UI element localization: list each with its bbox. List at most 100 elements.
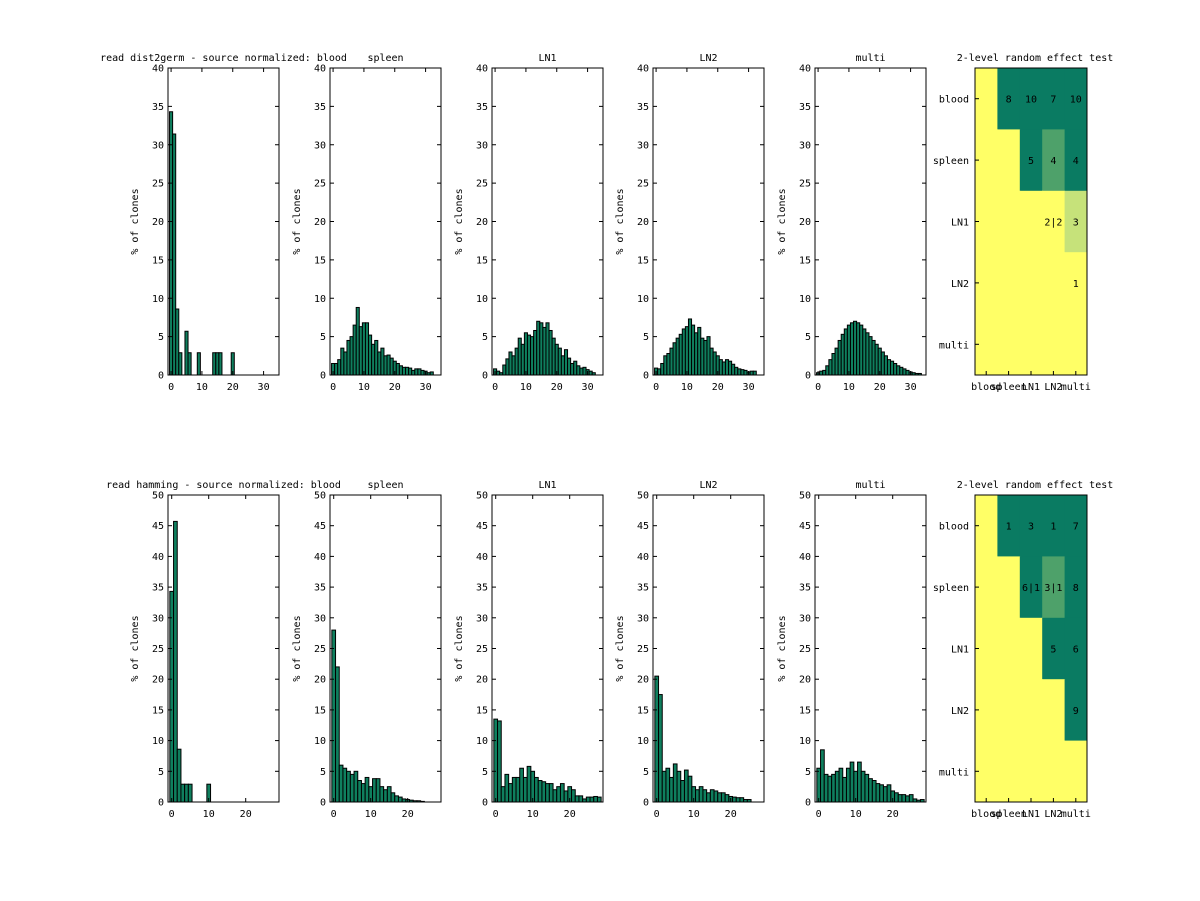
heatmap-cell (997, 617, 1021, 680)
histogram-bar (676, 770, 682, 803)
y-tick-label: 10 (314, 294, 326, 305)
histogram-bar (905, 795, 910, 803)
y-tick-label: 35 (799, 583, 811, 594)
histogram-bar (894, 792, 899, 803)
x-tick-label: 20 (887, 809, 899, 820)
y-axis-label: % of clones (292, 188, 303, 254)
histogram-bar (379, 786, 385, 803)
heatmap-cell (975, 252, 998, 315)
histogram-bar (537, 780, 543, 803)
y-tick-label: 0 (158, 798, 164, 809)
x-tick-label: 10 (358, 382, 370, 393)
heatmap-title: 2-level random effect test (957, 53, 1114, 64)
histogram-bar (683, 769, 689, 803)
heatmap-cell (1019, 190, 1043, 253)
y-tick-label: 15 (476, 705, 488, 716)
plot-frame (329, 67, 442, 376)
y-tick-label: 50 (314, 491, 326, 502)
heatmap-cell (1064, 129, 1088, 192)
histogram-bar (827, 775, 833, 803)
y-tick-label: 35 (314, 583, 326, 594)
y-tick-label: 30 (637, 140, 649, 151)
heatmap-col-label: blood (971, 809, 1001, 820)
heatmap-cell (997, 68, 1021, 130)
y-tick-label: 5 (643, 332, 649, 343)
histogram-bar (860, 770, 866, 803)
y-tick-label: 35 (637, 102, 649, 113)
heatmap-cell (1064, 252, 1088, 315)
plot-frame (329, 494, 442, 803)
heatmap-cell (975, 68, 998, 130)
y-tick-label: 0 (643, 798, 649, 809)
y-axis-label: % of clones (130, 615, 141, 681)
histogram-bar (589, 796, 595, 803)
histogram-bar (853, 770, 859, 803)
y-tick-label: 25 (799, 179, 811, 190)
x-tick-label: 10 (843, 382, 855, 393)
histogram-bar (180, 783, 186, 803)
histogram-bar (349, 773, 355, 803)
heatmap-cell-label: 7 (1073, 522, 1079, 533)
histogram-bar (849, 761, 855, 803)
heatmap-cell (975, 556, 998, 619)
y-tick-label: 20 (476, 675, 488, 686)
y-tick-label: 35 (476, 102, 488, 113)
histogram-bar (842, 776, 847, 803)
heatmap-cell (1064, 740, 1088, 803)
y-tick-label: 5 (805, 332, 811, 343)
y-tick-label: 25 (637, 644, 649, 655)
histogram-bar (857, 761, 862, 803)
y-axis-label: % of clones (292, 615, 303, 681)
heatmap-cell (997, 129, 1021, 192)
histogram-bar (709, 789, 715, 803)
chart-title: spleen (367, 480, 403, 491)
histogram-bar (563, 790, 569, 803)
histogram-bar (879, 784, 884, 803)
histogram-bar (493, 718, 499, 803)
y-tick-label: 25 (152, 644, 164, 655)
y-tick-label: 10 (152, 736, 164, 747)
y-tick-label: 5 (320, 767, 326, 778)
y-tick-label: 30 (314, 613, 326, 624)
heatmap-cell (1064, 190, 1088, 253)
histogram-bar (548, 783, 554, 803)
heatmap-col-label: LN1 (1022, 382, 1040, 393)
heatmap-cell (975, 313, 998, 376)
heatmap-cell (1019, 556, 1043, 619)
histogram-bar (342, 767, 348, 803)
histogram-bar (515, 776, 521, 803)
heatmap-cell-label: 1 (1006, 522, 1012, 533)
y-tick-label: 5 (805, 767, 811, 778)
y-tick-label: 10 (152, 294, 164, 305)
y-tick-label: 30 (799, 613, 811, 624)
heatmap-cell (1042, 679, 1066, 742)
y-tick-label: 0 (158, 371, 164, 382)
y-tick-label: 40 (314, 552, 326, 563)
heatmap-col-label: LN2 (1044, 382, 1062, 393)
y-tick-label: 0 (320, 371, 326, 382)
y-tick-label: 10 (637, 294, 649, 305)
histogram-bar (534, 776, 539, 803)
y-tick-label: 15 (637, 255, 649, 266)
heatmap-row-label: blood (939, 522, 969, 533)
y-tick-label: 25 (314, 644, 326, 655)
heatmap-cell (1042, 740, 1066, 803)
histogram-bar (585, 796, 591, 803)
histogram-bar (338, 764, 344, 803)
histogram-bar (698, 786, 704, 803)
y-tick-label: 40 (637, 64, 649, 75)
y-tick-label: 30 (314, 140, 326, 151)
histogram-bar (526, 765, 532, 803)
plot-frame (167, 67, 280, 376)
chart-title: multi (855, 480, 885, 491)
heatmap-col-label: spleen (991, 809, 1027, 820)
heatmap-cell (1019, 740, 1043, 803)
y-tick-label: 25 (314, 179, 326, 190)
x-tick-label: 10 (196, 382, 208, 393)
heatmap-col-label: LN2 (1044, 809, 1062, 820)
histogram-bar (578, 795, 584, 803)
y-tick-label: 5 (158, 767, 164, 778)
histogram-bar (571, 789, 576, 803)
heatmap-col-label: blood (971, 382, 1001, 393)
y-tick-label: 30 (476, 140, 488, 151)
